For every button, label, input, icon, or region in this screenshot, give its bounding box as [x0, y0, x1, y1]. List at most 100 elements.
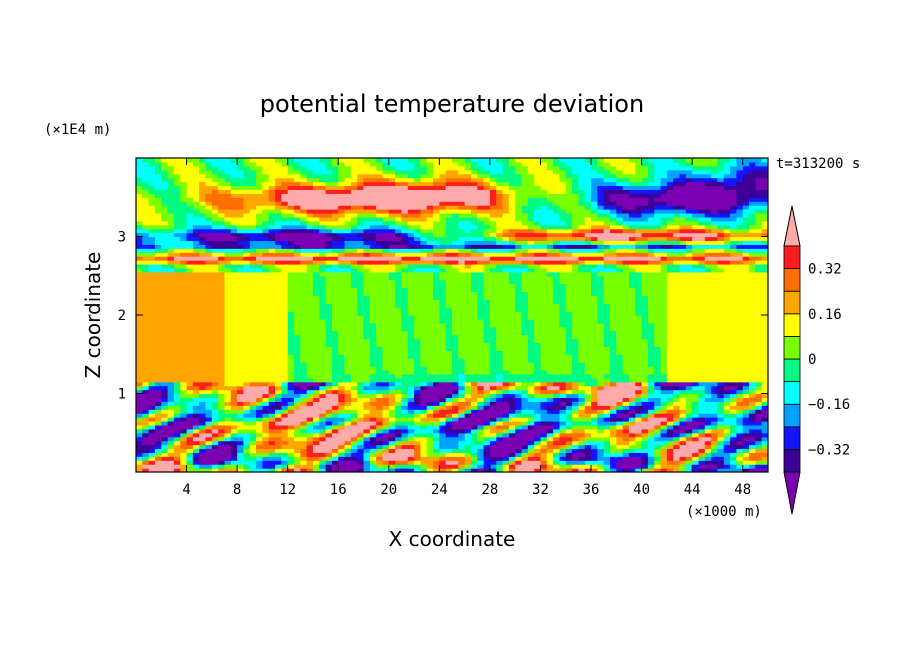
field-cell	[439, 369, 447, 375]
field-cell	[344, 307, 352, 312]
field-cell	[224, 287, 232, 293]
field-cell	[641, 338, 649, 344]
field-cell	[186, 464, 194, 469]
field-cell	[628, 287, 636, 293]
field-cell	[698, 456, 706, 461]
field-cell	[325, 432, 333, 438]
field-cell	[319, 326, 327, 332]
field-cell	[287, 444, 295, 450]
field-cell	[287, 354, 295, 359]
field-cell	[186, 346, 194, 351]
field-cell	[635, 279, 643, 285]
field-cell	[300, 401, 308, 406]
field-cell	[186, 303, 194, 308]
field-cell	[287, 330, 295, 336]
field-cell	[673, 283, 681, 289]
field-cell	[344, 358, 352, 363]
field-cell	[445, 444, 453, 450]
field-cell	[300, 460, 308, 465]
field-cell	[192, 283, 200, 289]
field-cell	[256, 350, 263, 355]
field-cell	[205, 369, 213, 375]
field-cell	[237, 326, 245, 332]
field-cell	[281, 420, 289, 426]
field-cell	[218, 432, 226, 438]
field-cell	[666, 287, 674, 293]
field-cell	[401, 381, 409, 387]
field-cell	[660, 464, 668, 469]
field-cell	[502, 311, 510, 316]
field-cell	[243, 401, 251, 406]
field-cell	[256, 385, 263, 391]
field-cell	[136, 318, 143, 324]
field-cell	[338, 413, 346, 418]
field-cell	[654, 311, 662, 316]
field-cell	[388, 318, 396, 324]
field-cell	[723, 389, 731, 395]
field-cell	[173, 287, 181, 293]
field-cell	[761, 417, 768, 422]
field-cell	[692, 318, 700, 324]
field-cell	[742, 366, 750, 371]
field-cell	[742, 350, 750, 355]
field-cell	[237, 460, 245, 465]
field-cell	[654, 366, 662, 371]
field-cell	[711, 417, 719, 422]
field-cell	[761, 428, 768, 434]
field-cell	[439, 389, 447, 395]
field-cell	[369, 377, 377, 383]
field-cell	[306, 330, 314, 336]
field-cell	[546, 401, 554, 406]
field-cell	[685, 432, 693, 438]
field-cell	[395, 460, 403, 465]
field-cell	[382, 369, 390, 375]
field-cell	[154, 385, 162, 391]
field-cell	[622, 448, 630, 453]
field-cell	[641, 315, 649, 320]
field-cell	[591, 460, 598, 465]
field-cell	[249, 448, 257, 453]
field-cell	[192, 326, 200, 332]
field-cell	[407, 428, 415, 434]
field-cell	[641, 350, 649, 355]
field-cell	[641, 432, 649, 438]
field-cell	[622, 287, 630, 293]
field-cell	[186, 456, 194, 461]
field-cell	[420, 397, 428, 402]
field-cell	[237, 311, 245, 316]
field-cell	[584, 326, 592, 332]
field-cell	[249, 432, 257, 438]
field-cell	[654, 397, 662, 402]
field-cell	[673, 381, 681, 387]
field-cell	[591, 428, 598, 434]
field-cell	[319, 275, 327, 281]
field-cell	[376, 291, 384, 296]
field-cell	[275, 448, 282, 453]
field-cell	[647, 295, 655, 300]
field-cell	[616, 346, 624, 351]
field-cell	[692, 326, 700, 332]
field-cell	[559, 413, 567, 418]
field-cell	[388, 295, 396, 300]
field-cell	[382, 295, 390, 300]
field-cell	[489, 322, 497, 328]
field-cell	[559, 401, 567, 406]
field-cell	[610, 397, 617, 402]
field-cell	[281, 456, 289, 461]
field-cell	[445, 287, 453, 293]
field-cell	[420, 428, 428, 434]
field-cell	[306, 307, 314, 312]
field-cell	[344, 287, 352, 293]
field-cell	[761, 326, 768, 332]
field-cell	[224, 291, 232, 296]
field-cell	[755, 283, 763, 289]
field-cell	[243, 307, 251, 312]
field-cell	[275, 358, 282, 363]
field-cell	[249, 440, 257, 446]
field-cell	[237, 452, 245, 457]
field-cell	[142, 330, 150, 336]
field-cell	[647, 409, 655, 414]
field-cell	[382, 342, 390, 347]
field-cell	[761, 311, 768, 316]
field-cell	[755, 338, 763, 344]
